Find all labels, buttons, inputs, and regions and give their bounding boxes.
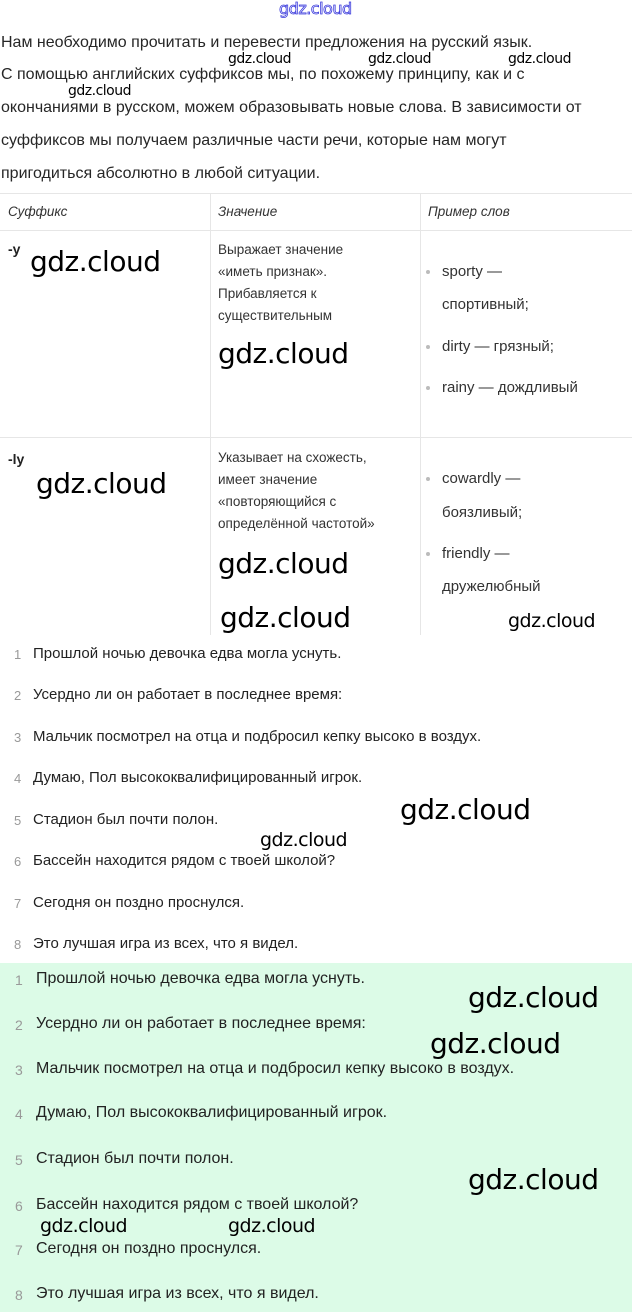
suffix-cell: -ly [8, 451, 25, 467]
example-text: rainy — дождливый [442, 379, 578, 396]
watermark: gdz.cloud [468, 1163, 599, 1196]
meaning-line: Выражает значение [218, 242, 344, 257]
item-number: 6 [14, 854, 22, 869]
watermark: gdz.cloud [218, 337, 349, 370]
item-text: Мальчик посмотрел на отца и подбросил ке… [33, 728, 482, 745]
answer-block [0, 963, 632, 1312]
suffix-cell: -y [8, 241, 21, 257]
item-text: Бассейн находится рядом с твоей школой? [36, 1196, 359, 1213]
meaning-cell: Указывает на схожесть, имеет значение «п… [218, 447, 375, 535]
item-text: Думаю, Пол высококвалифицированный игрок… [36, 1104, 388, 1121]
example-text: dirty — грязный; [442, 338, 554, 355]
item-text: Прошлой ночью девочка едва могла уснуть. [36, 970, 365, 987]
watermark: gdz.cloud [508, 51, 571, 67]
item-number: 7 [15, 1242, 23, 1258]
watermark: gdz.cloud [368, 51, 431, 67]
intro-line: окончаниями в русском, можем образовыват… [1, 99, 582, 116]
example-item: sporty — [426, 263, 503, 281]
example-item: rainy — дождливый [426, 379, 578, 397]
watermark: gdz.cloud [36, 467, 167, 500]
example-item: friendly — [426, 545, 510, 563]
item-text: Усердно ли он работает в последнее время… [33, 686, 343, 703]
table-divider [0, 437, 632, 438]
watermark: gdz.cloud [279, 0, 353, 18]
item-text: Думаю, Пол высококвалифицированный игрок… [33, 769, 363, 786]
table-divider [420, 193, 421, 635]
item-number: 3 [14, 730, 22, 745]
watermark: gdz.cloud [508, 610, 596, 632]
example-item-cont: спортивный; [442, 296, 529, 313]
example-text: friendly — [442, 545, 510, 562]
item-text: Прошлой ночью девочка едва могла уснуть. [33, 645, 342, 662]
column-header-meaning: Значение [218, 204, 278, 219]
item-number: 8 [14, 937, 22, 952]
meaning-line: «повторяющийся с [218, 494, 337, 509]
bullet-icon [426, 477, 430, 481]
watermark: gdz.cloud [220, 601, 351, 634]
watermark: gdz.cloud [30, 245, 161, 278]
watermark: gdz.cloud [68, 83, 131, 99]
column-header-suffix: Суффикс [8, 204, 68, 219]
item-text: Мальчик посмотрел на отца и подбросил ке… [36, 1060, 515, 1077]
item-text: Сегодня он поздно проснулся. [33, 894, 245, 911]
item-text: Стадион был почти полон. [36, 1150, 234, 1167]
watermark: gdz.cloud [260, 829, 348, 851]
table-divider [0, 193, 632, 194]
example-item: cowardly — [426, 470, 521, 488]
meaning-line: имеет значение [218, 472, 318, 487]
item-number: 8 [15, 1287, 23, 1303]
item-number: 5 [14, 813, 22, 828]
intro-line: пригодиться абсолютно в любой ситуации. [1, 165, 321, 182]
watermark: gdz.cloud [430, 1027, 561, 1060]
meaning-line: Прибавляется к [218, 286, 317, 301]
item-number: 2 [14, 688, 22, 703]
item-number: 1 [14, 647, 22, 662]
item-number: 4 [14, 771, 22, 786]
suffix-table: Суффикс Значение Пример слов -y Выражает… [0, 193, 632, 635]
watermark: gdz.cloud [228, 1215, 316, 1237]
intro-line: С помощью английских суффиксов мы, по по… [1, 66, 525, 83]
meaning-cell: Выражает значение «иметь признак». Приба… [218, 239, 343, 327]
item-text: Это лучшая игра из всех, что я видел. [33, 935, 299, 952]
item-number: 3 [15, 1062, 23, 1078]
watermark: gdz.cloud [228, 51, 291, 67]
item-text: Бассейн находится рядом с твоей школой? [33, 852, 336, 869]
bullet-icon [426, 345, 430, 349]
example-text: sporty — [442, 263, 503, 280]
watermark: gdz.cloud [218, 547, 349, 580]
bullet-icon [426, 270, 430, 274]
item-number: 4 [15, 1106, 23, 1122]
item-number: 5 [15, 1152, 23, 1168]
watermark: gdz.cloud [468, 981, 599, 1014]
item-text: Это лучшая игра из всех, что я видел. [36, 1285, 319, 1302]
item-number: 6 [15, 1198, 23, 1214]
item-text: Сегодня он поздно проснулся. [36, 1240, 262, 1257]
item-number: 1 [15, 972, 23, 988]
item-number: 7 [14, 896, 22, 911]
meaning-line: Указывает на схожесть, [218, 450, 367, 465]
example-item-cont: дружелюбный [442, 578, 541, 595]
item-number: 2 [15, 1017, 23, 1033]
item-text: Стадион был почти полон. [33, 811, 219, 828]
item-text: Усердно ли он работает в последнее время… [36, 1015, 366, 1032]
watermark: gdz.cloud [400, 793, 531, 826]
bullet-icon [426, 552, 430, 556]
intro-line: суффиксов мы получаем различные части ре… [1, 132, 507, 149]
bullet-icon [426, 386, 430, 390]
intro-line: Нам необходимо прочитать и перевести пре… [1, 34, 533, 51]
meaning-line: определённой частотой» [218, 516, 375, 531]
meaning-line: «иметь признак». [218, 264, 328, 279]
column-header-examples: Пример слов [428, 204, 510, 219]
example-item-cont: боязливый; [442, 504, 523, 521]
table-divider [0, 230, 632, 231]
example-item: dirty — грязный; [426, 338, 554, 356]
example-text: cowardly — [442, 470, 521, 487]
watermark: gdz.cloud [40, 1215, 128, 1237]
meaning-line: существительным [218, 308, 333, 323]
table-divider [210, 193, 211, 635]
